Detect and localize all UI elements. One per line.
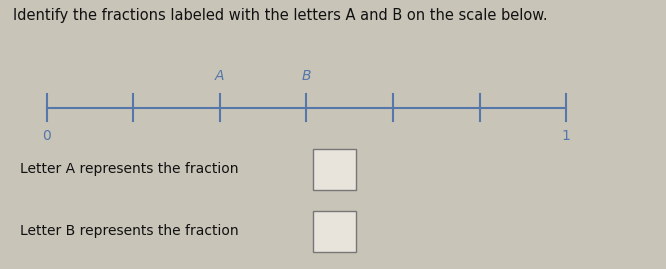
Text: 0: 0	[42, 129, 51, 143]
Bar	[313, 211, 356, 252]
Text: 1: 1	[561, 129, 571, 143]
Text: Letter B represents the fraction: Letter B represents the fraction	[20, 224, 238, 238]
Text: B: B	[302, 69, 311, 83]
Text: A: A	[215, 69, 224, 83]
Text: Letter A represents the fraction: Letter A represents the fraction	[20, 162, 238, 176]
Bar	[313, 149, 356, 190]
Text: Identify the fractions labeled with the letters A and B on the scale below.: Identify the fractions labeled with the …	[13, 8, 548, 23]
